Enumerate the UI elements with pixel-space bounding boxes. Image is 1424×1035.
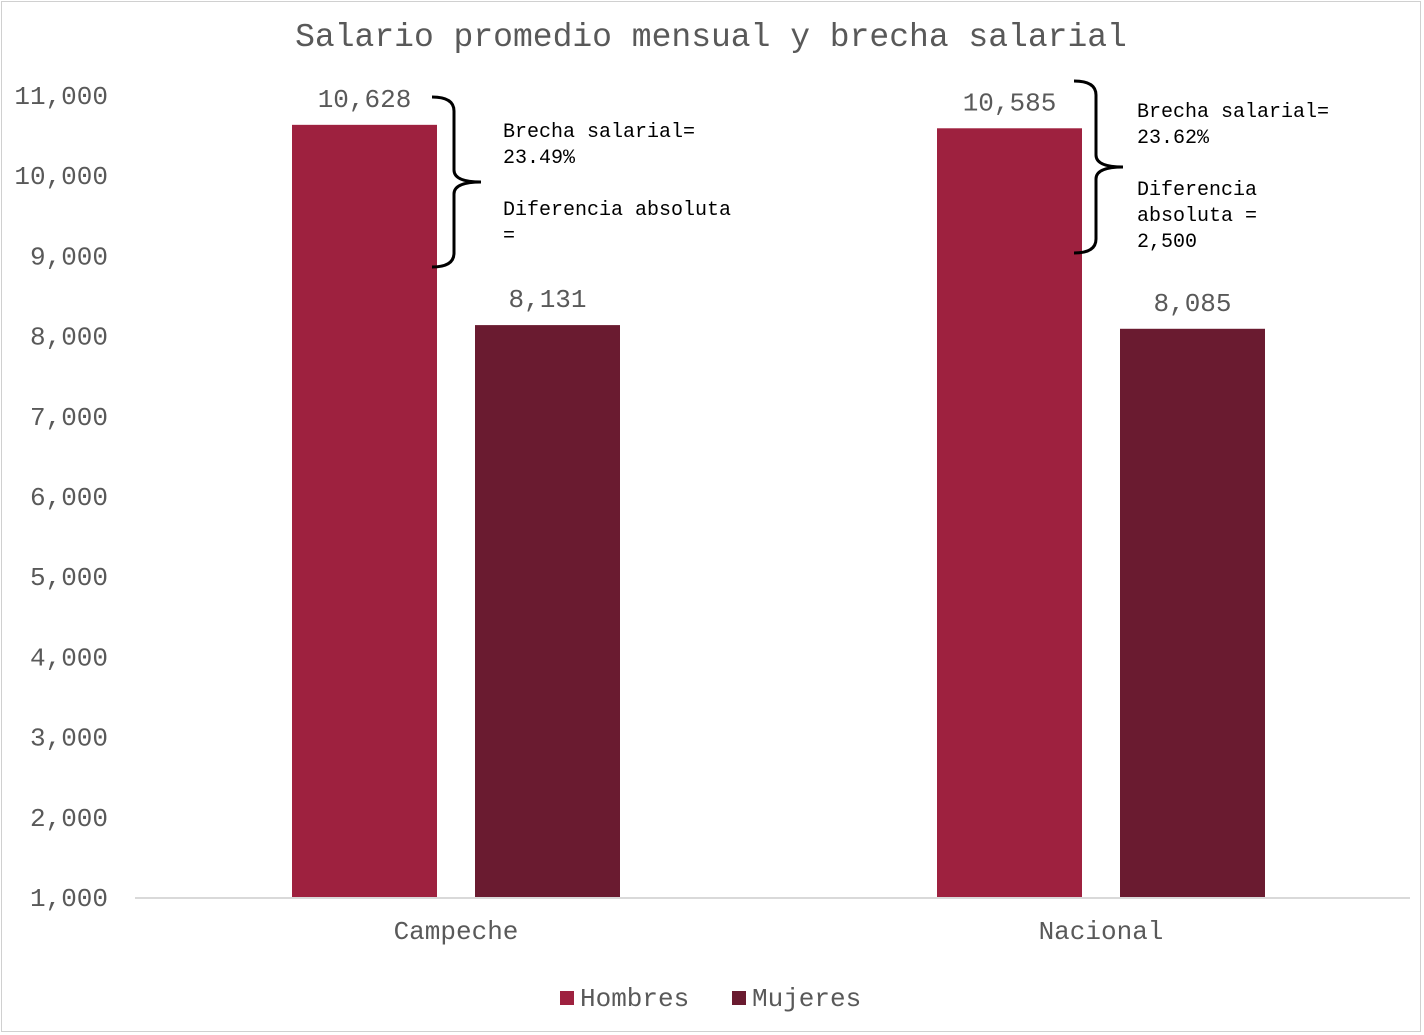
data-label: 8,131	[508, 285, 586, 315]
y-tick-label: 4,000	[30, 643, 108, 673]
y-tick-label: 2,000	[30, 804, 108, 834]
curly-brace	[431, 95, 482, 269]
y-tick-label: 7,000	[30, 403, 108, 433]
annotation-line: =	[503, 225, 515, 248]
x-tick-label: Nacional	[1039, 917, 1164, 947]
annotation-line: 2,500	[1137, 231, 1197, 254]
annotations: Brecha salarial= 23.49% Diferencia absolut…	[431, 79, 1329, 269]
chart-title: Salario promedio mensual y brecha salari…	[295, 19, 1127, 56]
legend-label-mujeres: Mujeres	[752, 984, 861, 1014]
legend-swatch-hombres	[560, 991, 574, 1005]
annotation-line: Diferencia	[1137, 179, 1257, 202]
annotation-line: Brecha salarial=	[503, 121, 695, 144]
annotation-line: Diferencia absoluta	[503, 199, 731, 222]
legend: Hombres Mujeres	[560, 984, 861, 1014]
bar-mujeres-campeche	[475, 325, 620, 897]
legend-label-hombres: Hombres	[580, 984, 689, 1014]
y-tick-label: 3,000	[30, 724, 108, 754]
bar-mujeres-nacional	[1120, 328, 1265, 898]
y-tick-label: 10,000	[14, 162, 108, 192]
x-axis: Campeche Nacional	[394, 917, 1164, 947]
annotation-line: 23.49%	[503, 147, 576, 170]
y-tick-label: 8,000	[30, 323, 108, 353]
bar-hombres-nacional	[937, 128, 1082, 897]
y-tick-label: 1,000	[30, 884, 108, 914]
y-tick-label: 9,000	[30, 242, 108, 272]
data-label: 10,628	[318, 85, 412, 115]
y-axis: 1,000 2,000 3,000 4,000 5,000 6,000 7,000 8,000…	[14, 82, 108, 914]
legend-swatch-mujeres	[732, 991, 746, 1005]
annotation-line: absoluta =	[1137, 205, 1257, 228]
y-tick-label: 5,000	[30, 563, 108, 593]
data-label: 10,585	[963, 88, 1057, 118]
x-tick-label: Campeche	[394, 917, 519, 947]
data-label: 8,085	[1153, 289, 1231, 319]
y-tick-label: 11,000	[14, 82, 108, 112]
curly-brace	[1073, 79, 1124, 255]
annotation-line: 23.62%	[1137, 127, 1210, 150]
value-labels: 10,628 10,585 8,131 8,085	[318, 85, 1232, 319]
bars	[292, 124, 1265, 898]
annotation-line: Brecha salarial=	[1137, 101, 1329, 124]
y-tick-label: 6,000	[30, 483, 108, 513]
bar-hombres-campeche	[292, 124, 437, 897]
